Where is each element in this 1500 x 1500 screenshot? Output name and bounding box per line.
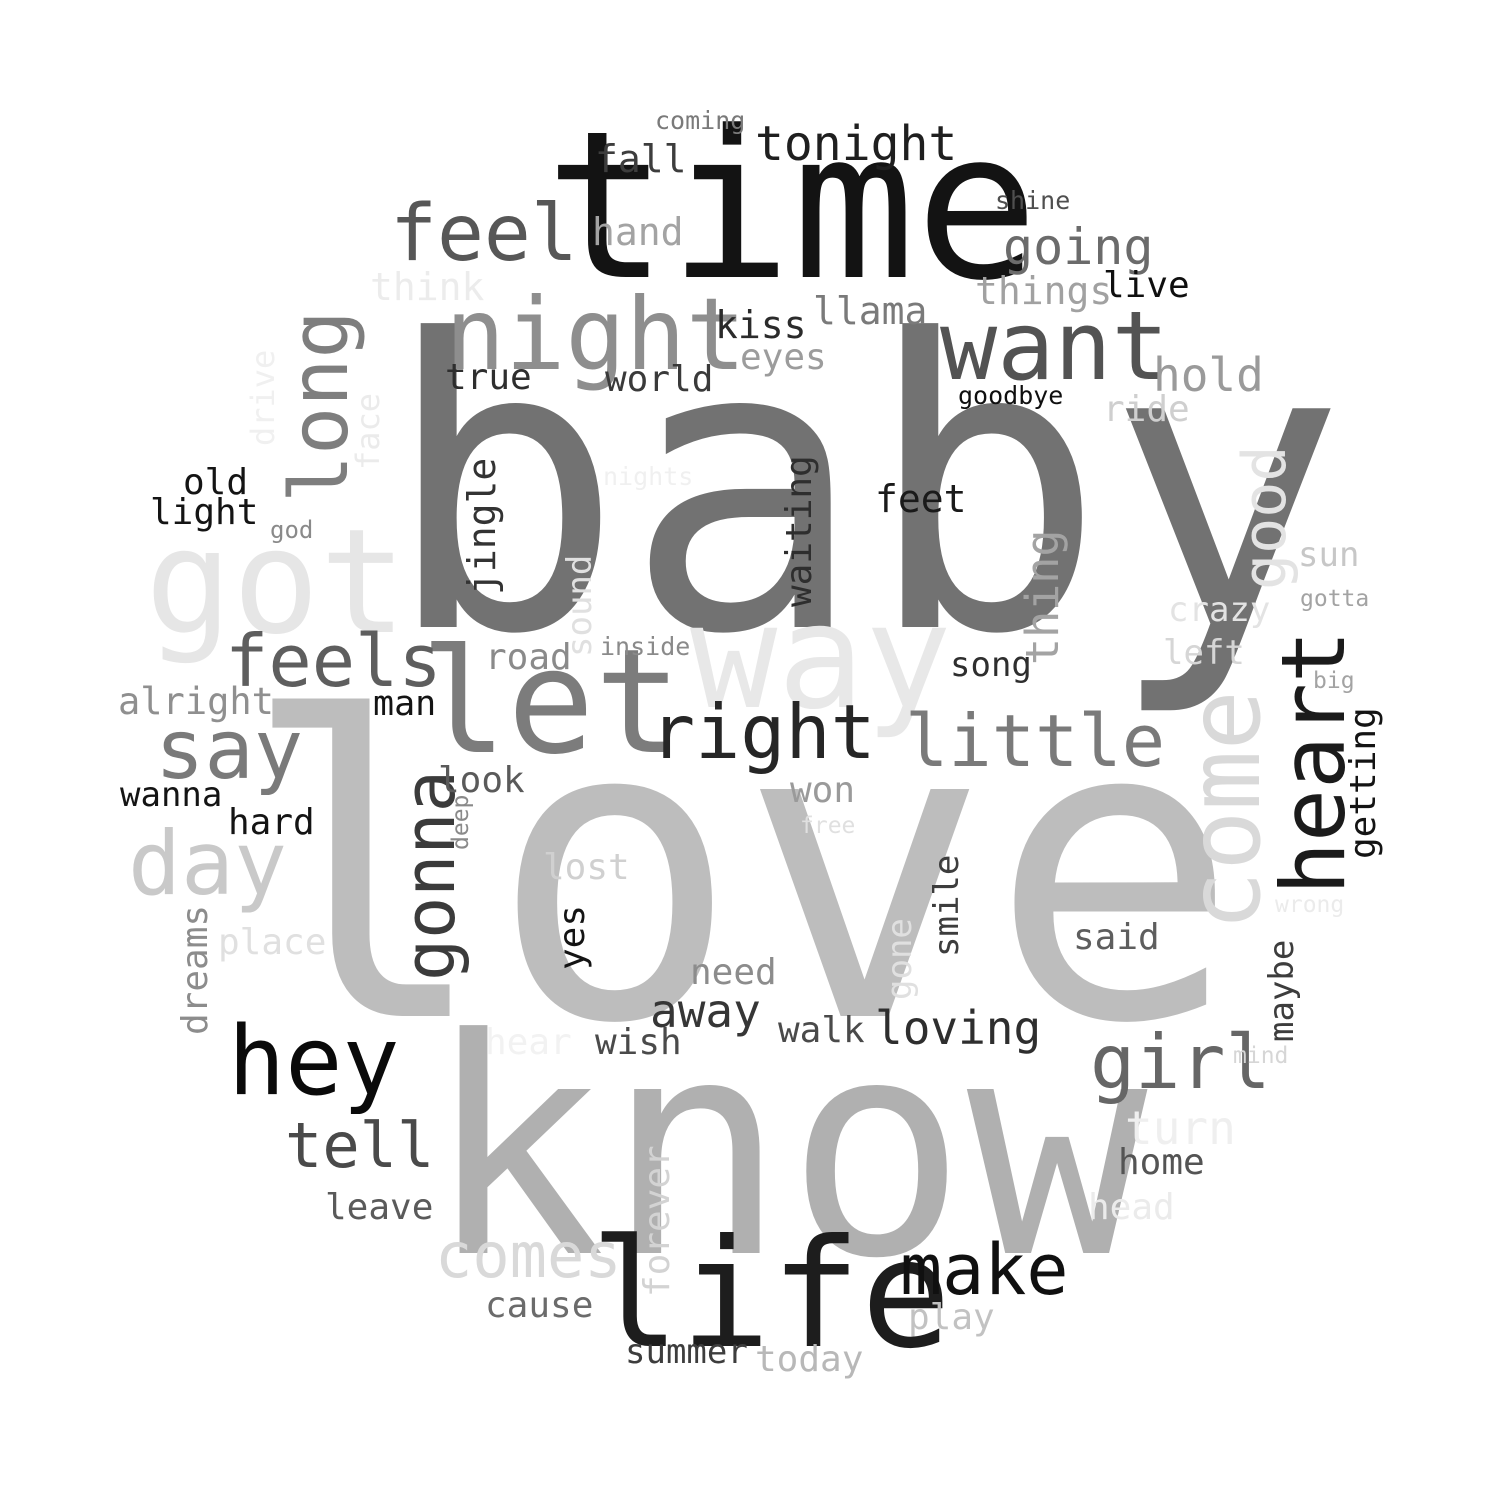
word-sun: sun [1298,535,1360,575]
word-wrong: wrong [1275,892,1345,918]
word-look: look [438,760,525,801]
word-want: want [940,292,1169,402]
word-forever: forever [637,1145,678,1297]
word-eyes: eyes [740,337,827,378]
word-god: god [270,516,314,544]
word-love: love [240,631,1240,1114]
word-girl: girl [1090,1018,1271,1106]
word-alright: alright [118,680,274,723]
word-world: world [605,359,714,400]
word-getting: getting [1343,707,1384,859]
word-feel: feel [390,189,578,279]
word-day: day [128,812,287,915]
word-kiss: kiss [715,303,807,347]
word-wish: wish [595,1022,682,1063]
word-walk: walk [778,1010,865,1051]
word-going: going [1003,218,1154,276]
word-hey: hey [228,1007,400,1117]
word-comes: comes [435,1219,622,1292]
word-yes: yes [552,904,593,970]
word-loving: loving [875,1001,1042,1055]
word-life: life [590,1208,952,1382]
word-gotta: gotta [1300,586,1370,612]
word-night: night [445,276,747,393]
word-won: won [790,770,856,811]
word-inside: inside [600,632,691,661]
word-waiting: waiting [779,455,820,607]
word-wanna: wanna [120,775,223,815]
word-man: man [373,684,437,724]
word-hear: hear [485,1022,572,1063]
word-nights: nights [603,462,694,491]
word-hold: hold [1153,348,1264,402]
word-big: big [1313,668,1355,694]
word-place: place [218,922,327,963]
word-ride: ride [1103,389,1190,430]
word-crazy: crazy [1168,590,1271,630]
word-old: old [183,462,249,503]
word-jingle: jingle [460,457,504,595]
word-come: come [1166,690,1283,931]
word-little: little [905,699,1166,783]
word-lost: lost [543,847,630,888]
word-long: long [273,310,366,503]
word-song: song [950,645,1032,685]
word-right: right [650,688,876,776]
word-gone: gone [880,918,920,1000]
word-summer: summer [625,1332,748,1372]
word-true: true [445,357,532,398]
word-said: said [1073,917,1160,958]
word-cause: cause [485,1285,594,1326]
word-feet: feet [875,477,967,521]
word-light: light [150,492,259,533]
word-tell: tell [285,1109,435,1182]
word-think: think [370,265,485,309]
word-way: way [690,573,952,742]
word-make: make [900,1229,1069,1311]
word-coming: coming [655,106,746,135]
word-play: play [908,1297,995,1338]
word-mind: mind [1233,1043,1289,1069]
word-home: home [1118,1142,1205,1183]
word-things: things [975,269,1113,313]
word-turn: turn [1125,1101,1236,1155]
word-fall: fall [595,137,687,181]
word-leave: leave [325,1187,434,1228]
word-goodbye: goodbye [958,381,1064,410]
word-head: head [1088,1187,1175,1228]
word-know: know [425,975,1148,1324]
word-need: need [690,952,777,993]
word-left: left [1163,633,1245,673]
word-drive: drive [244,349,282,446]
word-got: got [145,498,407,667]
word-tonight: tonight [755,116,958,172]
word-hard: hard [228,802,315,843]
word-live: live [1103,265,1190,306]
word-good: good [1230,445,1300,591]
word-shine: shine [995,186,1071,215]
word-let: let [420,618,682,787]
word-smile: smile [927,854,967,957]
word-say: say [155,703,304,798]
word-free: free [800,813,856,839]
word-maybe: maybe [1262,939,1302,1042]
word-time: time [545,88,1039,326]
word-llama: llama [813,289,928,333]
word-today: today [755,1339,864,1380]
word-face: face [349,392,387,470]
word-hand: hand [592,210,684,254]
word-dreams: dreams [175,904,216,1035]
word-baby: baby [383,257,1347,722]
word-feels: feels [225,619,442,703]
word-deep: deep [448,794,474,850]
word-road: road [485,637,572,678]
word-away: away [650,984,761,1038]
